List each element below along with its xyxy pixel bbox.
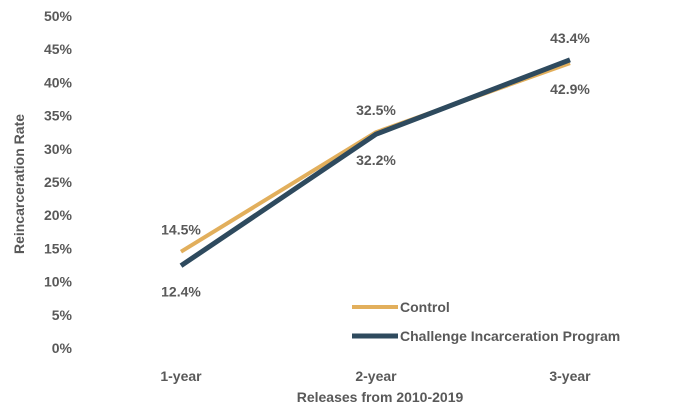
legend-label-challenge: Challenge Incarceration Program bbox=[400, 328, 620, 344]
data-label-challenge: 43.4% bbox=[550, 30, 590, 46]
legend: Control Challenge Incarceration Program bbox=[352, 299, 620, 344]
y-axis-title: Reincarceration Rate bbox=[11, 114, 27, 254]
y-tick-label: 25% bbox=[44, 174, 73, 190]
y-tick-label: 15% bbox=[44, 240, 73, 256]
data-label-control: 14.5% bbox=[161, 222, 201, 238]
y-tick-label: 5% bbox=[52, 307, 73, 323]
y-tick-label: 20% bbox=[44, 207, 73, 223]
y-tick-label: 50% bbox=[44, 8, 73, 24]
y-axis-ticks: 0% 5% 10% 15% 20% 25% 30% 35% 40% 45% 50% bbox=[44, 8, 73, 356]
y-tick-label: 45% bbox=[44, 41, 73, 57]
x-tick-label: 2-year bbox=[355, 368, 397, 384]
x-tick-label: 1-year bbox=[160, 368, 202, 384]
y-tick-label: 10% bbox=[44, 274, 73, 290]
y-tick-label: 0% bbox=[52, 340, 73, 356]
data-label-control: 42.9% bbox=[550, 81, 590, 97]
data-label-challenge: 12.4% bbox=[161, 284, 201, 300]
y-tick-label: 40% bbox=[44, 74, 73, 90]
y-tick-label: 30% bbox=[44, 141, 73, 157]
data-label-challenge: 32.2% bbox=[356, 152, 396, 168]
series-lines bbox=[179, 57, 571, 268]
x-tick-label: 3-year bbox=[549, 368, 591, 384]
y-tick-label: 35% bbox=[44, 108, 73, 124]
data-label-control: 32.5% bbox=[356, 102, 396, 118]
x-axis-ticks: 1-year 2-year 3-year bbox=[160, 368, 591, 384]
x-axis-title: Releases from 2010-2019 bbox=[297, 389, 464, 405]
data-labels: 14.5% 12.4% 32.5% 32.2% 42.9% 43.4% bbox=[161, 30, 590, 300]
series-line-challenge bbox=[179, 57, 571, 268]
legend-label-control: Control bbox=[400, 299, 450, 315]
